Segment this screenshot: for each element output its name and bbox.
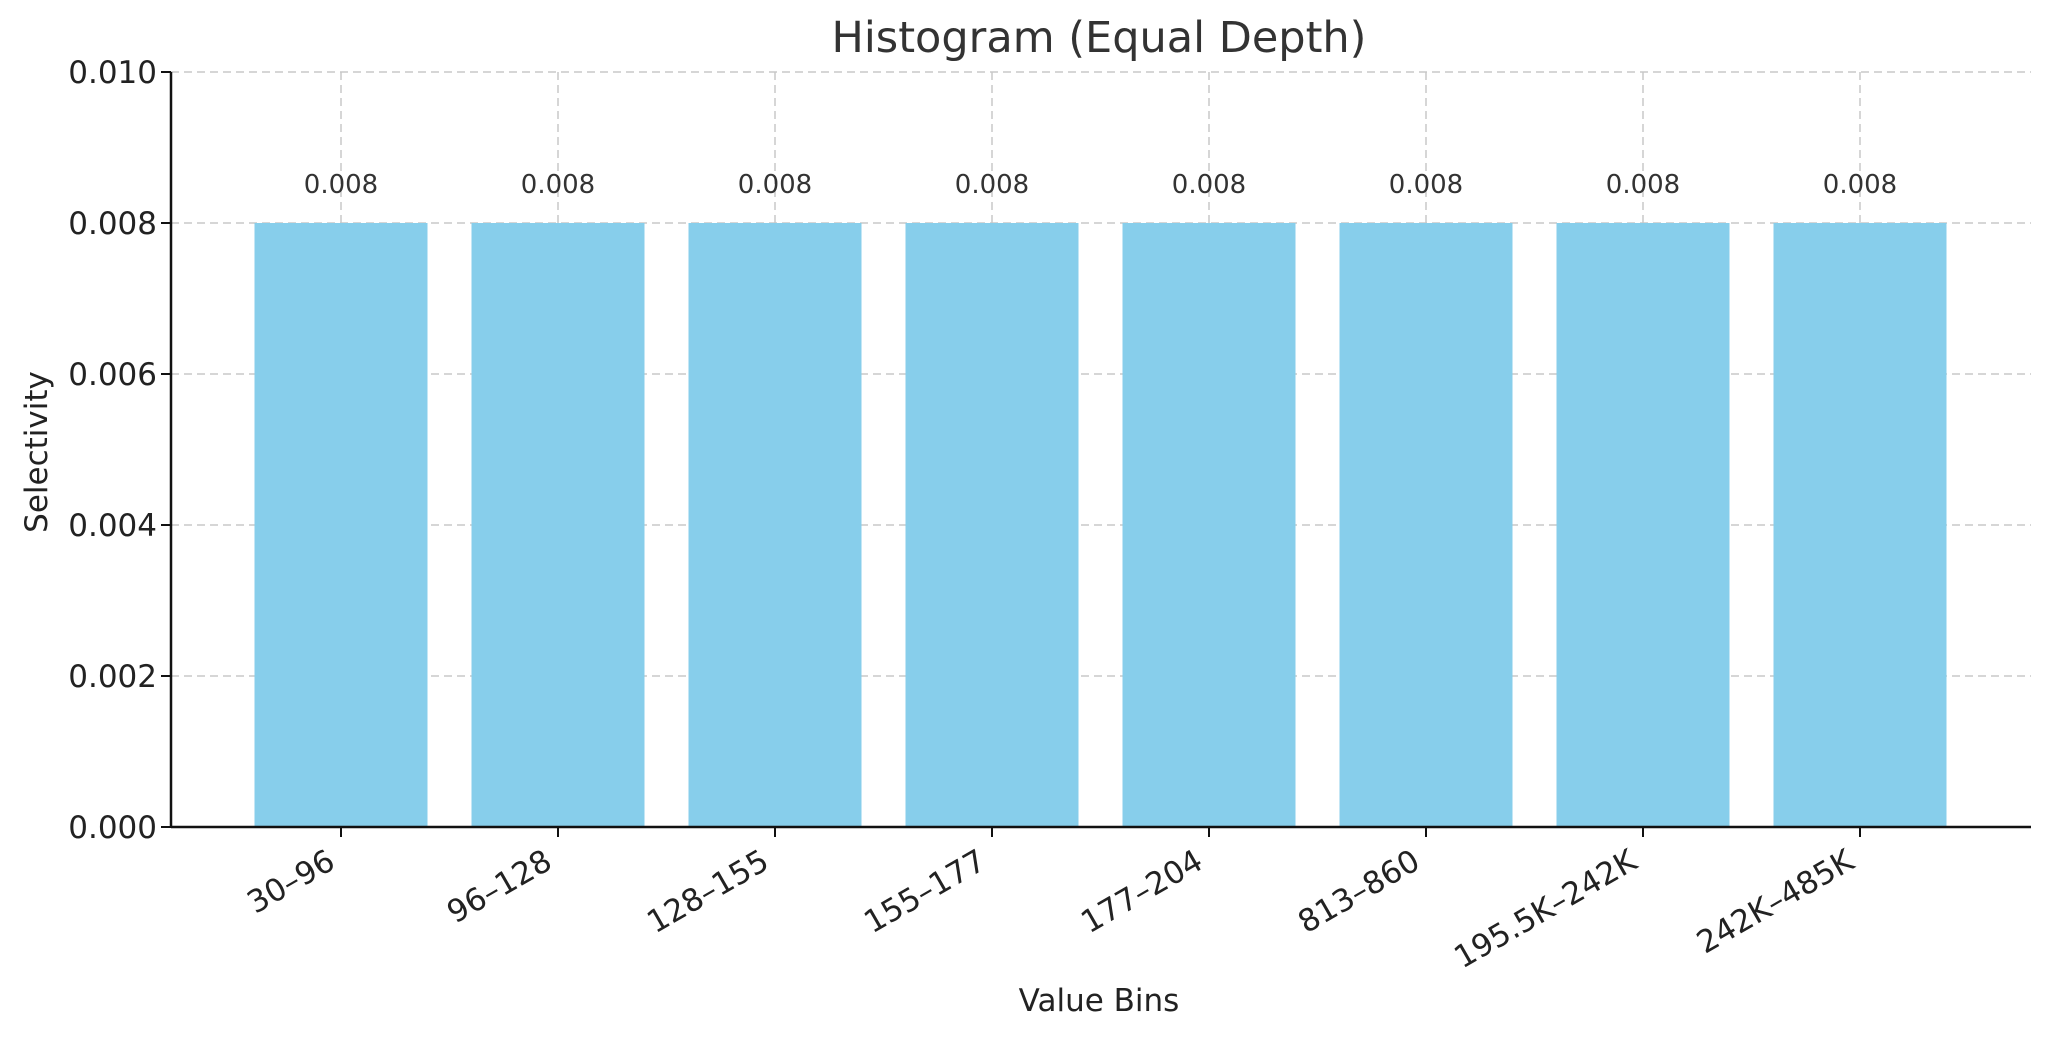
x-tick-label: 242K–485K [1691, 842, 1861, 961]
histogram-bar [688, 223, 862, 827]
y-tick-label: 0.000 [68, 810, 157, 846]
bar-value-label: 0.008 [521, 170, 595, 200]
axes-layer [169, 72, 2031, 829]
data-labels-layer: 0.008 0.008 0.008 0.008 0.008 0.008 0.008 0.008 [304, 170, 1897, 200]
y-axis-label: Selectivity [19, 371, 55, 533]
y-tick-label: 0.006 [68, 357, 157, 393]
bar-value-label: 0.008 [304, 170, 378, 200]
x-tick-label: 128–155 [641, 843, 775, 941]
y-tick-label: 0.002 [68, 659, 157, 695]
y-tick-label: 0.010 [68, 55, 157, 91]
y-tick-label: 0.008 [68, 206, 157, 242]
bar-value-label: 0.008 [1823, 170, 1897, 200]
x-axis-label: Value Bins [1019, 983, 1180, 1019]
bar-value-label: 0.008 [1172, 170, 1246, 200]
bar-value-label: 0.008 [955, 170, 1029, 200]
x-tick-label: 96–128 [441, 843, 558, 931]
histogram-bar [1122, 223, 1296, 827]
x-ticks-layer: 30–96 96–128 128–155 155–177 177–204 813–860 1… [241, 827, 1861, 976]
bar-value-label: 0.008 [738, 170, 812, 200]
histogram-bar [905, 223, 1079, 827]
x-tick-label: 195.5K–242K [1448, 842, 1643, 976]
histogram-bar [471, 223, 645, 827]
grid-layer [171, 71, 2031, 828]
histogram-bar [1339, 223, 1513, 827]
x-tick-label: 30–96 [241, 843, 341, 921]
y-ticks-layer: 0.000 0.002 0.004 0.006 0.008 0.010 [68, 55, 171, 846]
histogram-bar [1773, 223, 1947, 827]
chart-title: Histogram (Equal Depth) [832, 13, 1367, 63]
x-tick-label: 155–177 [858, 843, 992, 941]
y-tick-label: 0.004 [68, 508, 157, 544]
x-tick-label: 177–204 [1075, 843, 1209, 941]
bar-value-label: 0.008 [1389, 170, 1463, 200]
bar-value-label: 0.008 [1606, 170, 1680, 200]
bars-layer [254, 223, 1947, 827]
x-tick-label: 813–860 [1292, 843, 1426, 941]
histogram-bar [1556, 223, 1730, 827]
histogram-bar [254, 223, 428, 827]
